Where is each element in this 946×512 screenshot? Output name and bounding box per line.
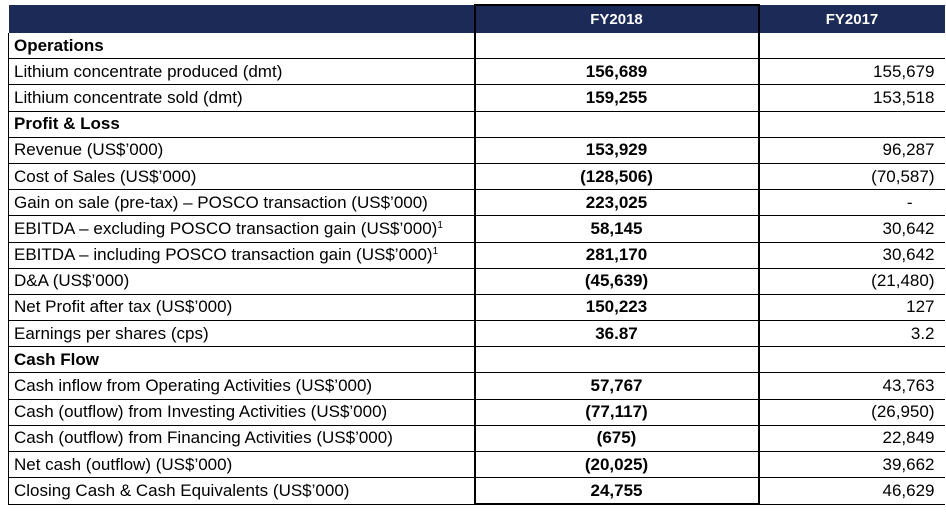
row-label-cell: Closing Cash & Cash Equivalents (US$’000…: [8, 477, 475, 505]
section-title: Operations: [8, 33, 475, 60]
header-label: [8, 5, 475, 33]
row-label: Cash inflow from Operating Activities (U…: [14, 376, 373, 396]
fy2017-value: (26,950): [758, 399, 945, 426]
table-row: EBITDA – excluding POSCO transaction gai…: [8, 215, 945, 243]
section-header-row: Profit & Loss: [8, 111, 945, 138]
row-label-cell: Gain on sale (pre-tax) – POSCO transacti…: [8, 189, 475, 217]
table-row: Cash (outflow) from Investing Activities…: [8, 399, 945, 426]
fy2017-value: 30,642: [758, 242, 945, 269]
row-label: Lithium concentrate sold (dmt): [14, 87, 243, 107]
header-row: FY2018 FY2017: [8, 4, 945, 33]
table-row: Cash inflow from Operating Activities (U…: [8, 372, 945, 400]
row-label-cell: Cash (outflow) from Investing Activities…: [8, 399, 475, 426]
fy2017-value: (70,587): [758, 163, 945, 191]
section-fy2018-empty: [473, 111, 760, 138]
row-label: Revenue (US$’000): [14, 140, 164, 160]
row-label-cell: Net Profit after tax (US$’000): [8, 294, 475, 322]
table-row: Lithium concentrate sold (dmt) 159,255 153…: [8, 84, 945, 112]
section-fy2017-empty: [758, 111, 945, 138]
fy2017-value: 43,763: [758, 372, 945, 400]
table-row: D&A (US$’000) (45,639) (21,480): [8, 268, 945, 295]
fy2018-value: 58,145: [473, 215, 760, 243]
row-label-cell: Lithium concentrate produced (dmt): [8, 58, 475, 86]
fy2018-value: (675): [473, 425, 760, 453]
row-label: Gain on sale (pre-tax) – POSCO transacti…: [14, 192, 428, 212]
row-label-cell: Revenue (US$’000): [8, 137, 475, 164]
row-label-cell: D&A (US$’000): [8, 268, 475, 295]
row-label-cell: Cash (outflow) from Financing Activities…: [8, 425, 475, 453]
fy2017-value: 127: [758, 294, 945, 322]
fy2018-value: 156,689: [473, 58, 760, 86]
row-label-cell: Net cash (outflow) (US$’000): [8, 451, 475, 479]
row-label-cell: EBITDA – excluding POSCO transaction gai…: [8, 215, 475, 243]
table-row: Gain on sale (pre-tax) – POSCO transacti…: [8, 189, 945, 217]
fy2018-value: (20,025): [473, 451, 760, 479]
fy2018-value: 281,170: [473, 242, 760, 269]
row-label: Net Profit after tax (US$’000): [14, 297, 233, 317]
row-label: Cash (outflow) from Investing Activities…: [14, 402, 388, 422]
footnote-marker: 1: [432, 246, 439, 258]
table-row: EBITDA – including POSCO transaction gai…: [8, 242, 945, 269]
row-label: EBITDA – including POSCO transaction gai…: [14, 245, 433, 265]
table-row: Revenue (US$’000) 153,929 96,287: [8, 137, 945, 164]
section-fy2017-empty: [758, 346, 945, 374]
table-body: Operations Lithium concentrate produced (…: [8, 33, 945, 506]
row-label-cell: Cost of Sales (US$’000): [8, 163, 475, 191]
fy2017-value: 155,679: [758, 58, 945, 86]
fy2018-value: (77,117): [473, 399, 760, 426]
row-label: Cost of Sales (US$’000): [14, 166, 197, 186]
fy2018-value: 223,025: [473, 189, 760, 217]
table-row: Earnings per shares (cps) 36.87 3.2: [8, 320, 945, 348]
fy2017-value: 22,849: [758, 425, 945, 453]
table-row: Net cash (outflow) (US$’000) (20,025) 39,6…: [8, 451, 945, 479]
row-label-cell: Cash inflow from Operating Activities (U…: [8, 372, 475, 400]
section-title: Profit & Loss: [8, 111, 475, 138]
footnote-marker: 1: [437, 219, 443, 231]
section-title: Cash Flow: [8, 346, 475, 374]
table-row: Cash (outflow) from Financing Activities…: [8, 425, 945, 453]
financial-table: FY2018 FY2017 Operations Lithium concentr…: [8, 4, 945, 506]
row-label: Closing Cash & Cash Equivalents (US$’000…: [14, 481, 350, 501]
row-label: Net cash (outflow) (US$’000): [14, 454, 233, 474]
row-label: Earnings per shares (cps): [14, 323, 209, 343]
fy2018-value: 150,223: [473, 294, 760, 322]
row-label: Lithium concentrate produced (dmt): [14, 61, 283, 81]
table-row: Lithium concentrate produced (dmt) 156,68…: [8, 58, 945, 86]
fy2017-value: 3.2: [758, 320, 945, 348]
table-row: Net Profit after tax (US$’000) 150,223 127: [8, 294, 945, 322]
section-header-row: Cash Flow: [8, 346, 945, 374]
fy2018-value: 36.87: [473, 320, 760, 348]
fy2017-value: 30,642: [758, 215, 945, 243]
row-label: D&A (US$’000): [14, 271, 130, 291]
fy2018-value: 57,767: [473, 372, 760, 400]
fy2017-value: (21,480): [758, 268, 945, 295]
header-fy2018: FY2018: [473, 4, 760, 33]
section-fy2018-empty: [473, 346, 760, 374]
section-fy2018-empty: [473, 33, 760, 60]
fy2017-value: 46,629: [758, 477, 945, 505]
table-row: Cost of Sales (US$’000) (128,506) (70,587): [8, 163, 945, 191]
fy2018-value: (45,639): [473, 268, 760, 295]
fy2018-value: (128,506): [473, 163, 760, 191]
fy2017-value: -: [758, 189, 945, 217]
row-label-cell: Lithium concentrate sold (dmt): [8, 84, 475, 112]
fy2018-value: 159,255: [473, 84, 760, 112]
section-header-row: Operations: [8, 33, 945, 60]
row-label-cell: Earnings per shares (cps): [8, 320, 475, 348]
row-label: Cash (outflow) from Financing Activities…: [14, 428, 393, 448]
header-fy2017: FY2017: [758, 5, 945, 33]
row-label-cell: EBITDA – including POSCO transaction gai…: [8, 242, 475, 269]
table-row: Closing Cash & Cash Equivalents (US$’000…: [8, 477, 945, 506]
fy2018-value: 153,929: [473, 137, 760, 164]
row-label: EBITDA – excluding POSCO transaction gai…: [14, 218, 438, 238]
fy2018-value: 24,755: [473, 477, 760, 506]
fy2017-value: 96,287: [758, 137, 945, 164]
fy2017-value: 153,518: [758, 84, 945, 112]
section-fy2017-empty: [758, 33, 945, 60]
fy2017-value: 39,662: [758, 451, 945, 479]
